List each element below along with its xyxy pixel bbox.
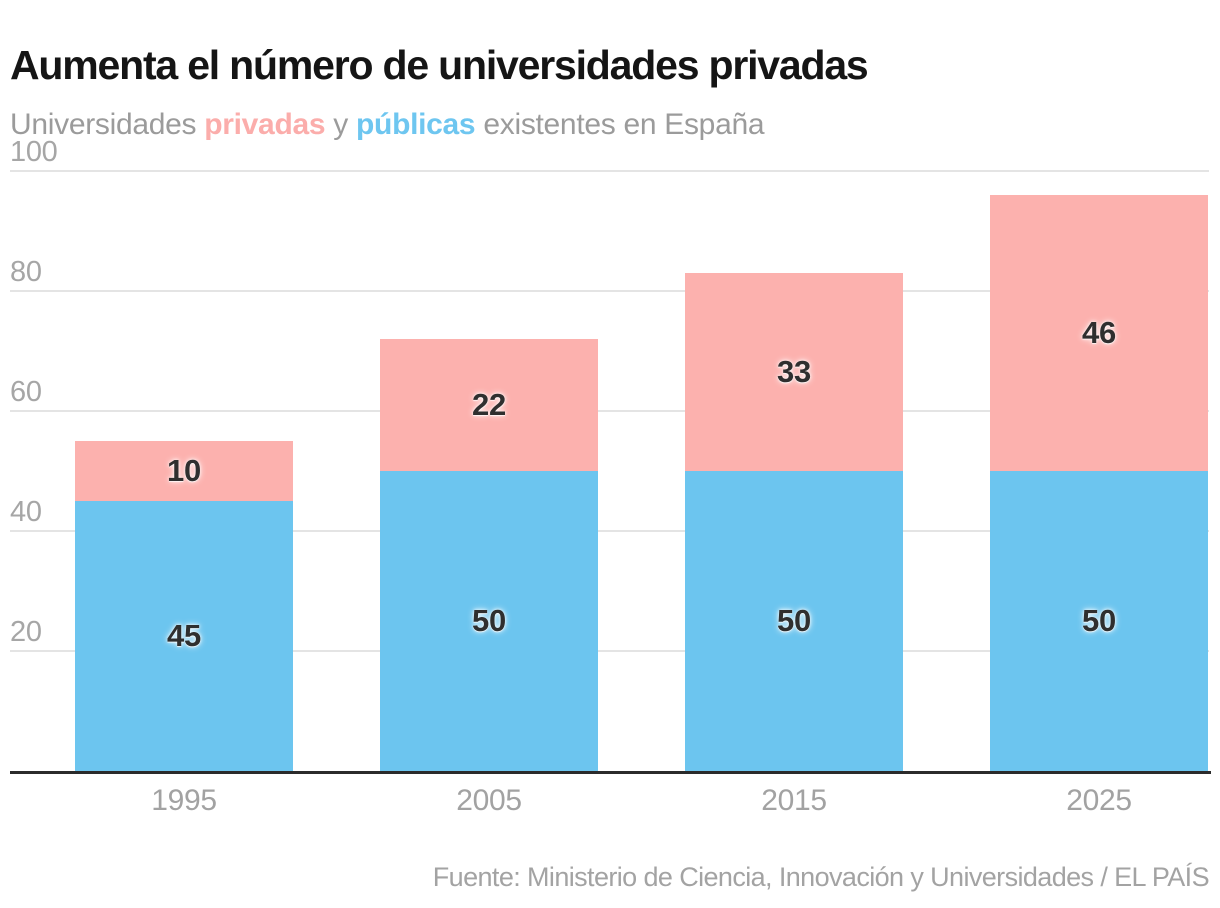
y-tick-label: 40 [10,496,42,528]
bar-value-privadas-1995: 10 [167,453,201,488]
source-attribution: Fuente: Ministerio de Ciencia, Innovació… [432,862,1210,892]
x-tick-label-2025: 2025 [1066,784,1132,817]
subtitle-suffix: existentes en España [475,108,765,141]
bar-value-publicas-2005: 50 [472,603,506,638]
bar-segment-publicas-2015: 50 [685,471,903,771]
x-tick-label-2005: 2005 [456,784,522,817]
x-tick-label-1995: 1995 [151,784,217,817]
chart-subtitle: Universidades privadas y públicas existe… [10,106,1210,144]
bar-segment-publicas-1995: 45 [75,501,293,771]
x-tick-label-2015: 2015 [761,784,827,817]
gridline [10,290,1209,292]
y-tick-label: 80 [10,256,42,288]
x-axis-line [10,771,1211,774]
subtitle-conjunction: y [325,108,357,141]
y-tick-label: 100 [10,136,58,168]
bar-segment-privadas-2025: 46 [990,195,1208,471]
subtitle-prefix: Universidades [10,108,205,141]
gridline [10,170,1209,172]
bar-value-publicas-2015: 50 [777,603,811,638]
bar-value-privadas-2005: 22 [472,387,506,422]
bar-value-publicas-1995: 45 [167,618,201,653]
y-tick-label: 60 [10,376,42,408]
bar-segment-publicas-2005: 50 [380,471,598,771]
gridline [10,530,1209,532]
bar-segment-privadas-2015: 33 [685,273,903,471]
legend-privadas: privadas [204,108,326,141]
legend-publicas: públicas [356,108,476,141]
gridline [10,410,1209,412]
bar-segment-privadas-2005: 22 [380,339,598,471]
gridline [10,650,1209,652]
bar-value-privadas-2015: 33 [777,354,811,389]
chart-title: Aumenta el número de universidades priva… [10,42,869,89]
bar-segment-privadas-1995: 10 [75,441,293,501]
y-tick-label: 20 [10,616,42,648]
bar-value-publicas-2025: 50 [1082,603,1116,638]
bar-value-privadas-2025: 46 [1082,315,1116,350]
bar-segment-publicas-2025: 50 [990,471,1208,771]
